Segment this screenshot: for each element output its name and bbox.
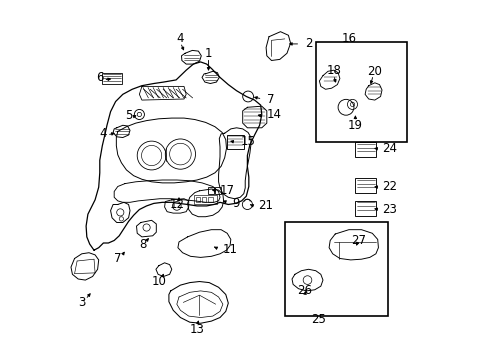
Bar xyxy=(355,142,375,157)
Bar xyxy=(102,73,122,84)
Text: 11: 11 xyxy=(222,243,237,256)
Bar xyxy=(202,197,206,202)
Text: 5: 5 xyxy=(124,109,132,122)
Text: 7: 7 xyxy=(114,252,122,265)
Text: 12: 12 xyxy=(169,198,184,211)
Text: 8: 8 xyxy=(139,238,146,251)
Bar xyxy=(316,42,407,142)
Bar xyxy=(194,195,217,204)
Bar xyxy=(227,135,244,149)
Text: 21: 21 xyxy=(258,199,273,212)
Text: 1: 1 xyxy=(204,47,212,60)
Text: 23: 23 xyxy=(381,203,396,216)
Bar xyxy=(215,187,220,194)
Text: 13: 13 xyxy=(189,323,204,336)
Text: 25: 25 xyxy=(310,313,325,326)
Text: 9: 9 xyxy=(231,197,239,210)
Text: 19: 19 xyxy=(347,119,362,132)
Bar xyxy=(196,197,200,202)
Bar xyxy=(208,197,212,202)
Bar xyxy=(284,222,387,316)
Text: 22: 22 xyxy=(381,180,396,193)
Text: 16: 16 xyxy=(342,32,356,45)
Text: 4: 4 xyxy=(176,32,184,45)
Text: 4: 4 xyxy=(100,127,107,140)
Text: 24: 24 xyxy=(381,142,396,155)
Bar xyxy=(207,187,213,194)
Text: 20: 20 xyxy=(366,65,382,78)
Text: 26: 26 xyxy=(297,284,312,297)
Text: 27: 27 xyxy=(351,234,366,247)
Text: 15: 15 xyxy=(240,135,255,148)
Text: 18: 18 xyxy=(325,64,341,77)
Text: 14: 14 xyxy=(266,108,281,121)
Text: 17: 17 xyxy=(220,184,235,197)
Text: 3: 3 xyxy=(78,296,85,309)
Text: 10: 10 xyxy=(151,275,166,288)
Bar xyxy=(355,201,375,216)
Bar xyxy=(355,178,375,193)
Text: 7: 7 xyxy=(266,93,274,105)
Text: 6: 6 xyxy=(96,71,103,84)
Text: 2: 2 xyxy=(305,37,312,50)
